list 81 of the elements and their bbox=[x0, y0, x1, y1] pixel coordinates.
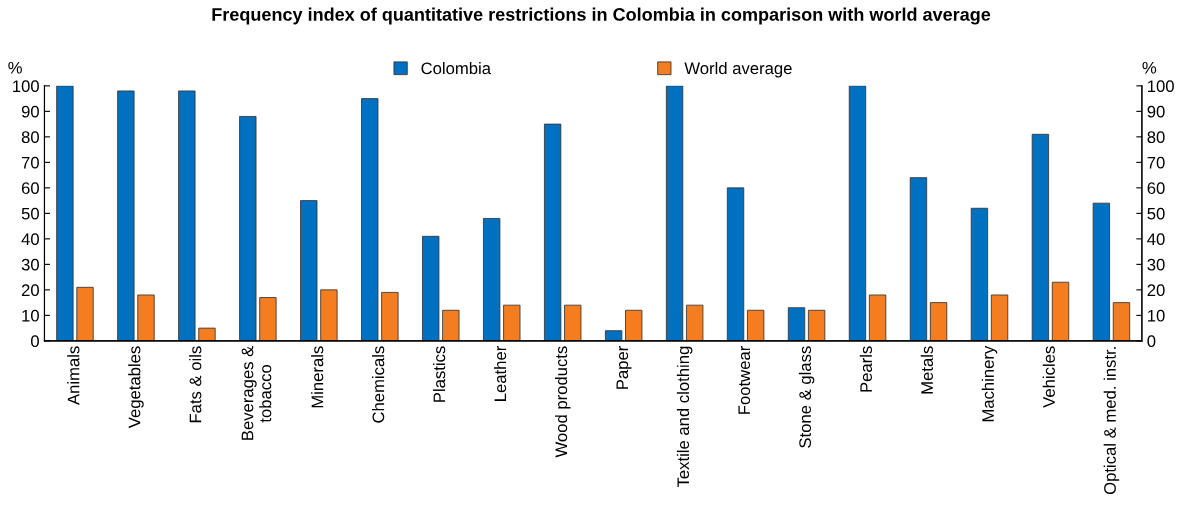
bar bbox=[422, 235, 440, 341]
x-tick-label: Minerals bbox=[311, 346, 324, 408]
x-tick-label: Beverages & tobacco bbox=[241, 345, 272, 440]
x-tick-label: Vegetables bbox=[128, 346, 144, 429]
bar bbox=[564, 304, 582, 341]
bar bbox=[665, 85, 684, 341]
chart-title: Frequency index of quantitative restrictions in Colombia in comparison with world average bbox=[212, 7, 991, 25]
y2-tick-label: 60 bbox=[1147, 182, 1165, 195]
bar bbox=[76, 286, 94, 341]
bar bbox=[747, 309, 765, 341]
y2-tick-label: 50 bbox=[1147, 207, 1165, 220]
legend-label: Colombia bbox=[421, 61, 492, 75]
bar bbox=[442, 309, 460, 341]
bar bbox=[137, 294, 155, 341]
x-tick-label: Animals bbox=[67, 346, 80, 405]
bar bbox=[625, 309, 643, 341]
y2-tick-label: 20 bbox=[1147, 284, 1165, 297]
y2-axis-title: % bbox=[1142, 61, 1157, 74]
y2-tick-label: 90 bbox=[1147, 105, 1165, 118]
bar bbox=[320, 289, 338, 341]
x-tick-label: Wood products bbox=[554, 346, 571, 458]
bar bbox=[726, 187, 745, 341]
bar bbox=[686, 304, 704, 341]
x-tick-label: Machinery bbox=[981, 345, 998, 422]
x-tick-label: Footwear bbox=[738, 346, 751, 414]
bar bbox=[1092, 202, 1111, 341]
y-tick-label: 100 bbox=[13, 80, 39, 93]
x-tick-label: Fats & oils bbox=[189, 346, 202, 423]
y2-tick-label: 80 bbox=[1147, 131, 1165, 144]
bar bbox=[807, 309, 826, 341]
y-tick-label: 30 bbox=[21, 258, 39, 271]
y-tick-label: 80 bbox=[21, 131, 39, 144]
x-tick-label: Metals bbox=[920, 346, 933, 394]
y-tick-label: 60 bbox=[21, 182, 39, 195]
x-tick-label: Textile and clothing bbox=[676, 346, 693, 488]
bar bbox=[178, 90, 196, 341]
bar bbox=[503, 304, 521, 341]
bar bbox=[300, 200, 318, 341]
y-tick-label: 40 bbox=[21, 233, 39, 246]
legend-label: World average bbox=[684, 61, 792, 78]
y-tick-label: 50 bbox=[21, 207, 39, 220]
bar bbox=[1031, 133, 1050, 341]
y2-tick-label: 40 bbox=[1147, 233, 1165, 246]
bar bbox=[543, 123, 562, 341]
y2-tick-label: 100 bbox=[1148, 80, 1174, 93]
y2-tick-label: 0 bbox=[1147, 335, 1156, 348]
y-tick-label: 90 bbox=[21, 105, 39, 118]
x-tick-label: Paper bbox=[616, 346, 632, 389]
y-tick-label: 0 bbox=[31, 335, 39, 348]
y-tick-label: 20 bbox=[21, 284, 39, 297]
bar bbox=[868, 294, 887, 341]
bar bbox=[483, 218, 501, 341]
x-tick-label: Chemicals bbox=[372, 346, 385, 423]
bar bbox=[929, 302, 948, 341]
bar bbox=[787, 307, 806, 341]
bar bbox=[259, 297, 277, 341]
bar bbox=[1051, 281, 1070, 341]
bar bbox=[198, 327, 216, 341]
bar bbox=[970, 207, 989, 341]
x-tick-label: Leather bbox=[493, 346, 507, 401]
x-tick-label: Stone & glass bbox=[798, 346, 815, 448]
bar bbox=[381, 292, 399, 341]
y2-tick-label: 10 bbox=[1148, 309, 1165, 322]
bar bbox=[361, 98, 379, 341]
bar bbox=[604, 330, 623, 341]
bar bbox=[56, 85, 74, 341]
bar bbox=[239, 116, 257, 341]
bar bbox=[1112, 302, 1131, 341]
x-tick-label: Pearls bbox=[859, 346, 873, 392]
x-tick-label: Vehicles bbox=[1042, 346, 1055, 408]
y-axis-title: % bbox=[8, 61, 22, 74]
y-tick-label: 10 bbox=[22, 309, 39, 322]
y2-tick-label: 70 bbox=[1147, 156, 1165, 169]
x-tick-label: Plastics bbox=[433, 346, 446, 402]
bar bbox=[848, 85, 867, 341]
bar bbox=[909, 177, 928, 341]
y2-tick-label: 30 bbox=[1147, 258, 1165, 271]
bar bbox=[990, 294, 1009, 341]
y-tick-label: 70 bbox=[21, 156, 39, 169]
bar bbox=[117, 90, 135, 341]
x-tick-label: Optical & med. instr. bbox=[1103, 347, 1120, 495]
